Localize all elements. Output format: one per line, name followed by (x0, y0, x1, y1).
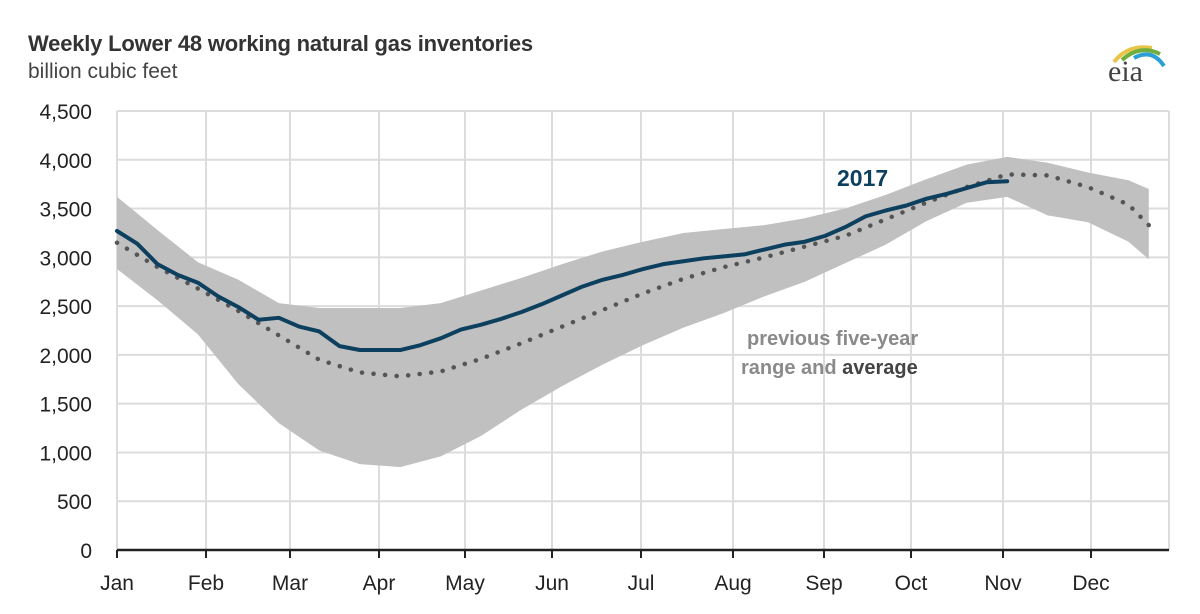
chart-subtitle: billion cubic feet (28, 60, 178, 83)
x-tick-label: Jan (100, 572, 134, 595)
average-label: average (842, 357, 918, 379)
x-tick-label: Sep (805, 572, 842, 595)
x-axis-tick-labels: Jan Feb Mar Apr May Jun Jul Aug Sep Oct Nov Dec (100, 572, 1110, 595)
eia-logo: eia (1100, 40, 1170, 92)
axes (116, 548, 1169, 558)
x-tick-label: Oct (895, 572, 928, 595)
y-tick-label: 2,500 (39, 296, 92, 319)
y-tick-label: 4,500 (39, 101, 92, 124)
x-tick-label: Apr (363, 572, 396, 595)
y-tick-label: 1,500 (39, 394, 92, 417)
x-tick-label: Jun (535, 572, 569, 595)
chart-title: Weekly Lower 48 working natural gas inve… (28, 31, 533, 56)
series-2017-line (115, 179, 1010, 353)
x-tick-label: May (445, 572, 485, 595)
x-tick-label: Jul (628, 572, 655, 595)
y-tick-label: 2,000 (39, 345, 92, 368)
y-tick-label: 500 (57, 491, 92, 514)
x-tick-label: Aug (714, 572, 751, 595)
x-tick-label: Dec (1072, 572, 1109, 595)
range-label-line2-prefix: range and (741, 357, 842, 379)
eia-logo-text: eia (1108, 55, 1143, 88)
x-tick-label: Feb (188, 572, 224, 595)
y-tick-label: 3,500 (39, 199, 92, 222)
y-tick-label: 3,000 (39, 247, 92, 270)
series-2017-label: 2017 (837, 165, 888, 191)
range-label-line2: range and average (741, 357, 918, 379)
five-year-range-band (117, 156, 1149, 468)
y-tick-label: 0 (80, 540, 92, 563)
x-tick-label: Nov (984, 572, 1022, 595)
range-label-line1: previous five-year (747, 328, 918, 350)
eia-arc-logo-icon (1112, 45, 1166, 68)
y-tick-label: 1,000 (39, 442, 92, 465)
y-tick-label: 4,000 (39, 150, 92, 173)
x-tick-label: Mar (272, 572, 308, 595)
y-axis-tick-labels: 0 500 1,000 1,500 2,000 2,500 3,000 3,500 4,000 4… (39, 101, 92, 563)
